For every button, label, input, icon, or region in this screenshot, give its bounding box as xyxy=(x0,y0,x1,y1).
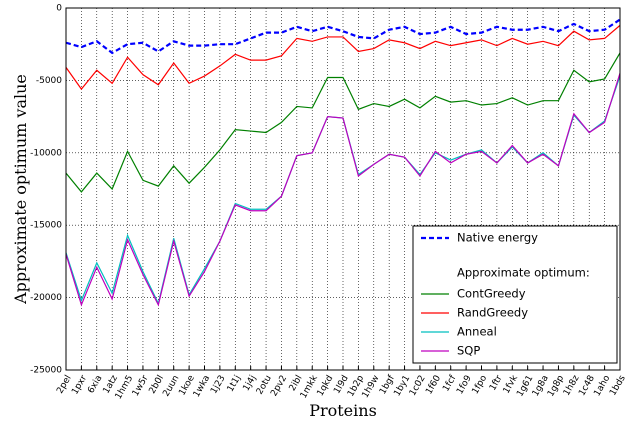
y-tick-label: -5000 xyxy=(36,76,62,86)
series-line xyxy=(65,24,621,91)
legend-label: RandGreedy xyxy=(457,306,528,320)
legend-label: Native energy xyxy=(457,231,538,245)
legend-label: SQP xyxy=(457,344,480,358)
y-axis-label: Approximate optimum value xyxy=(11,74,30,305)
x-tick-label: 1fpo xyxy=(471,373,490,396)
x-tick-label: 1t1j xyxy=(226,374,243,394)
legend-label: Anneal xyxy=(457,325,497,339)
y-tick-label: -25000 xyxy=(30,366,62,376)
x-axis-label: Proteins xyxy=(309,401,377,420)
y-tick-label: -20000 xyxy=(30,293,62,303)
y-tick-label: -10000 xyxy=(30,148,62,158)
series-line xyxy=(65,72,621,307)
series-line xyxy=(65,18,621,55)
plot-frame xyxy=(65,7,621,371)
x-tick-label: 6xia xyxy=(86,374,104,396)
x-tick-label: 2pv2 xyxy=(269,374,289,398)
series-line xyxy=(65,52,621,193)
y-tick-label: 0 xyxy=(56,4,62,14)
x-tick-label: 1mkk xyxy=(299,373,321,400)
x-tick-label: 1bds xyxy=(608,373,628,397)
x-tick-label: 1pxr xyxy=(70,373,89,396)
x-tick-label: 2uun xyxy=(161,374,181,399)
x-tick-label: 1qkd xyxy=(316,374,336,398)
x-tick-label: 1w5r xyxy=(131,373,151,398)
legend-heading: Approximate optimum: xyxy=(457,266,590,280)
x-tick-label: 1j23 xyxy=(209,374,228,396)
x-tick-label: 1g8p xyxy=(546,374,566,399)
x-tick-label: 1c02 xyxy=(408,374,428,398)
x-tick-label: 1fo9 xyxy=(455,374,474,397)
legend-label: ContGreedy xyxy=(457,287,526,301)
y-tick-label: -15000 xyxy=(30,221,62,231)
x-tick-label: 1wka xyxy=(192,374,212,399)
x-tick-label: 1f60 xyxy=(424,374,443,397)
